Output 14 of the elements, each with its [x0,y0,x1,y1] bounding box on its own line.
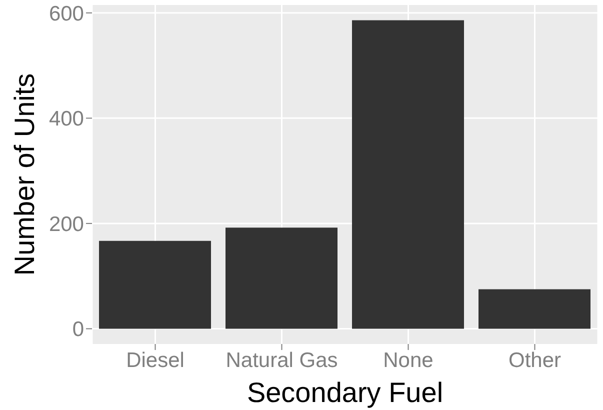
bar [226,228,338,329]
y-tick-label: 600 [48,2,84,26]
bar [352,20,464,329]
x-tick-label: Other [508,348,562,372]
x-tick-label: Natural Gas [226,348,338,372]
x-tick-label: Diesel [126,348,184,372]
x-tick-label: None [383,348,434,372]
x-axis-title: Secondary Fuel [246,377,444,408]
bar [99,240,211,329]
y-tick-label: 200 [48,212,84,236]
y-axis-title: Number of Units [8,73,40,276]
bar [478,289,590,329]
y-tick-label: 400 [48,108,84,131]
y-tick-label: 0 [72,318,84,342]
